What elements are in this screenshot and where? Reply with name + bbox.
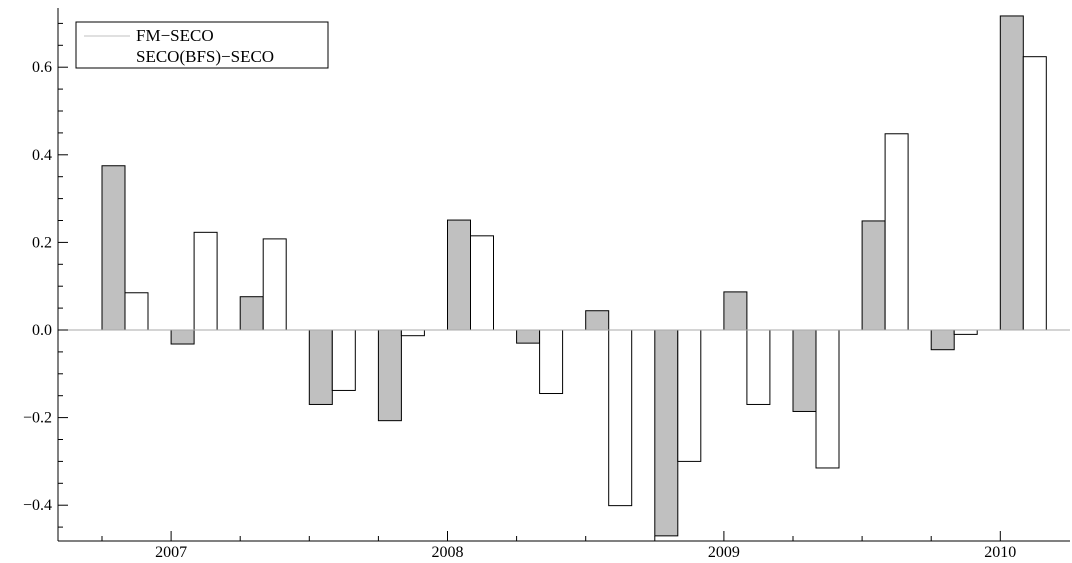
- legend-label-seco-bfs: SECO(BFS)−SECO: [136, 47, 274, 66]
- legend-label-fm-seco: FM−SECO: [136, 26, 214, 45]
- bar-fm-seco-2007Q3: [308, 329, 333, 405]
- x-tick-label: 2008: [432, 544, 464, 561]
- bar-fm-seco-2008Q4: [654, 329, 679, 537]
- legend: FM−SECO SECO(BFS)−SECO: [75, 21, 329, 69]
- y-tick-label: 0.4: [32, 147, 52, 164]
- bar-seco-bfs-2009Q3: [884, 133, 909, 331]
- y-tick-label: −0.2: [23, 410, 52, 427]
- bar-seco-bfs-2008Q4: [677, 329, 702, 462]
- bar-seco-bfs-2010Q1: [1022, 56, 1047, 331]
- legend-box: [75, 21, 329, 69]
- bar-seco-bfs-2009Q4: [953, 329, 978, 335]
- y-ticks: −0.4 −0.2 0.0 0.2 0.4 0.6: [23, 22, 68, 528]
- y-tick-label: 0.0: [32, 322, 52, 339]
- bar-fm-seco-2010Q1: [999, 15, 1024, 331]
- bar-fm-seco-2009Q3: [861, 220, 886, 331]
- bar-fm-seco-2009Q1: [723, 291, 748, 331]
- x-tick-label: 2010: [984, 544, 1016, 561]
- bar-seco-bfs-2008Q1: [470, 235, 494, 331]
- bar-seco-bfs-2009Q1: [746, 329, 771, 405]
- bar-fm-seco-2009Q2: [792, 329, 817, 412]
- bar-fm-seco-2008Q3: [585, 310, 610, 331]
- x-tick-label: 2007: [155, 544, 187, 561]
- y-tick-label: 0.2: [32, 234, 52, 251]
- bar-fm-seco-2007Q2: [239, 296, 264, 331]
- bar-seco-bfs-2007Q4: [400, 329, 425, 337]
- bars-layer: [101, 15, 1047, 537]
- bar-seco-bfs-2009Q2: [815, 329, 840, 469]
- bar-seco-bfs-2007Q2: [262, 238, 287, 331]
- bar-seco-bfs-2008Q3: [608, 329, 633, 507]
- y-tick-label: −0.4: [23, 497, 52, 514]
- y-tick-label: 0.6: [32, 59, 52, 76]
- bar-fm-seco-2007Q1: [170, 329, 195, 345]
- bar-seco-bfs-2007Q1: [193, 231, 218, 331]
- bar-fm-seco-2006Q4: [101, 165, 126, 331]
- bar-fm-seco-2008Q1: [447, 219, 471, 331]
- bar-fm-seco-2008Q2: [516, 329, 541, 344]
- x-ticks: 2007 2008 2009 2010: [101, 531, 1016, 561]
- bar-seco-bfs-2006Q4: [124, 292, 149, 331]
- bar-seco-bfs-2007Q3: [331, 329, 356, 391]
- x-tick-label: 2009: [708, 544, 740, 561]
- bar-fm-seco-2009Q4: [930, 329, 955, 351]
- bar-fm-seco-2007Q4: [377, 329, 402, 422]
- bar-seco-bfs-2008Q2: [539, 329, 564, 395]
